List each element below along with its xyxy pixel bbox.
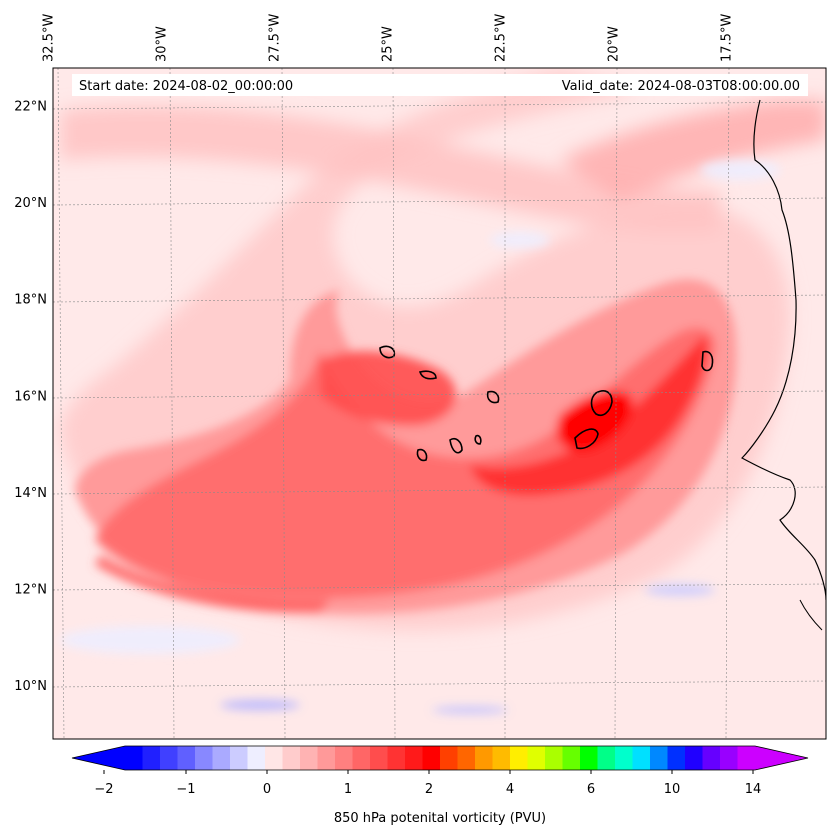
colorbar-tick-label: −2 [94, 782, 113, 797]
colorbar-segment [702, 746, 721, 770]
longitude-tick-label: 27.5°W [268, 14, 283, 62]
longitude-tick-label: 17.5°W [720, 14, 735, 62]
colorbar-segment [212, 746, 231, 770]
colorbar-segment [247, 746, 266, 770]
colorbar-segment [492, 746, 511, 770]
colorbar-segment [615, 746, 634, 770]
africa-coastline [741, 99, 826, 601]
info-box [72, 74, 808, 96]
latitude-tick-label: 22°N [14, 100, 47, 115]
colorbar-segment [282, 746, 301, 770]
colorbar-tick-label: 1 [344, 782, 352, 797]
colorbar-tick-label: 14 [745, 782, 762, 797]
colorbar-segment [230, 746, 249, 770]
negative-pv-patch [700, 160, 780, 180]
colorbar-extend-min [72, 746, 125, 770]
negative-pv-patch [432, 706, 508, 714]
colorbar-segment [300, 746, 319, 770]
colorbar-segment [440, 746, 459, 770]
map-panel: Start date: 2024-08-02_00:00:00 Valid_da… [52, 67, 827, 740]
island-contour [486, 390, 500, 404]
colorbar-segment [685, 746, 704, 770]
latitude-tick-label: 16°N [14, 389, 47, 404]
colorbar-segment [527, 746, 546, 770]
colorbar-segment [597, 746, 616, 770]
island-contour [416, 448, 428, 462]
pv-field-cape-verde-max [320, 351, 457, 426]
colorbar-segment [720, 746, 739, 770]
pv-field-upper-streak [60, 105, 720, 232]
colorbar-segment [737, 746, 756, 770]
colorbar-segment [562, 746, 581, 770]
island-contour [474, 434, 482, 445]
latitude-tick-label: 14°N [14, 486, 47, 501]
colorbar-tick-label: 2 [425, 782, 433, 797]
coastline-detail [799, 599, 823, 631]
negative-pv-patch [220, 700, 300, 710]
pv-field-strong-band [95, 327, 716, 599]
latitude-tick-label: 12°N [14, 582, 47, 597]
colorbar-segment [335, 746, 354, 770]
colorbar-segment [422, 746, 441, 770]
colorbar-extend-max [755, 746, 808, 770]
longitude-tick-label: 22.5°W [494, 14, 509, 62]
colorbar-segment [125, 746, 144, 770]
longitude-labels: 32.5°W 30°W 27.5°W 25°W 22.5°W 20°W 17.5°W [42, 14, 735, 62]
colorbar-segment [545, 746, 564, 770]
colorbar-segment [177, 746, 196, 770]
colorbar-segment [387, 746, 406, 770]
negative-pv-patch [60, 626, 240, 654]
colorbar-segment [667, 746, 686, 770]
longitude-tick-label: 25°W [381, 26, 396, 62]
colorbar-segment [352, 746, 371, 770]
latitude-labels: 22°N 20°N 18°N 16°N 14°N 12°N 10°N [14, 100, 47, 694]
colorbar-segment [317, 746, 336, 770]
longitude-tick-label: 20°W [607, 26, 622, 62]
colorbar-segment [160, 746, 179, 770]
colorbar-segment [650, 746, 669, 770]
map-frame [52, 67, 827, 740]
colorbar-tick-label: 10 [664, 782, 681, 797]
longitude-tick-label: 30°W [155, 26, 170, 62]
island-contour [418, 370, 437, 380]
pv-contours [379, 345, 714, 462]
pv-contour [590, 390, 613, 417]
gridlines [53, 68, 826, 739]
negative-pv-patch [645, 584, 715, 596]
pv-field-southern-arc [95, 555, 330, 613]
colorbar-segment [632, 746, 651, 770]
colorbar-outline [71, 745, 809, 771]
colorbar-segment [142, 746, 161, 770]
colorbar-segment [510, 746, 529, 770]
valid-date-label: Valid_date: 2024-08-03T08:00:00.00 [562, 79, 800, 94]
colorbar-ticks: −2 −1 0 1 2 4 6 10 14 [94, 770, 761, 797]
colorbar [71, 745, 809, 771]
pv-contour [701, 350, 714, 372]
colorbar-segment [405, 746, 424, 770]
colorbar-tick-label: −1 [176, 782, 195, 797]
start-date-label: Start date: 2024-08-02_00:00:00 [79, 79, 293, 94]
colorbar-segment [195, 746, 214, 770]
latitude-tick-label: 18°N [14, 293, 47, 308]
negative-pv-patch [490, 232, 550, 248]
island-contour [449, 437, 463, 454]
colorbar-segment [265, 746, 284, 770]
latitude-tick-label: 20°N [14, 196, 47, 211]
pv-contour [574, 428, 599, 450]
latitude-tick-label: 10°N [14, 679, 47, 694]
colorbar-tick-label: 0 [263, 782, 271, 797]
colorbar-segment [475, 746, 494, 770]
colorbar-tick-label: 4 [506, 782, 514, 797]
pv-field-peak [556, 391, 633, 451]
colorbar-segment [580, 746, 599, 770]
longitude-tick-label: 32.5°W [42, 14, 57, 62]
colorbar-segment [370, 746, 389, 770]
pv-field-max-band [470, 335, 708, 496]
colorbar-label: 850 hPa potenital vorticity (PVU) [334, 811, 546, 826]
colorbar-segment [457, 746, 476, 770]
pv-field [53, 68, 826, 739]
colorbar-tick-label: 6 [587, 782, 595, 797]
pv-field-northeast-band [560, 100, 826, 200]
